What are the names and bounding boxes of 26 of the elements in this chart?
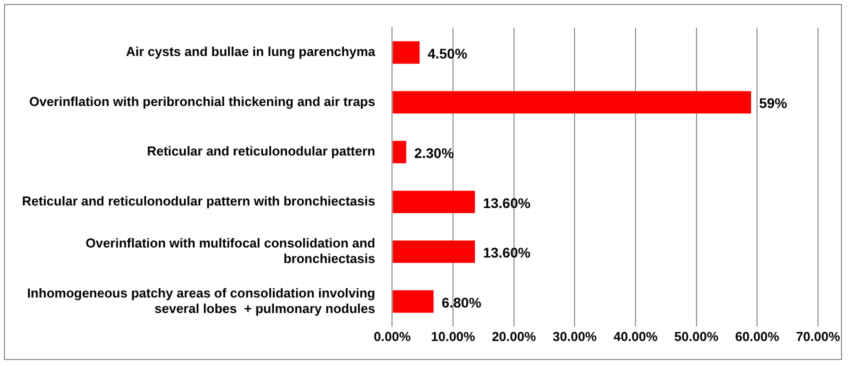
bar	[392, 240, 475, 263]
x-tick-label: 20.00%	[492, 328, 536, 344]
bar	[392, 140, 406, 164]
y-tick-label: Air cysts and bullae in lung parenchyma	[126, 44, 376, 60]
data-label: 4.50%	[428, 45, 468, 62]
data-label: 2.30%	[414, 144, 454, 161]
data-label: 13.60%	[482, 244, 531, 261]
data-label: 6.80%	[442, 294, 482, 310]
y-tick-label: Overinflation with multifocal consolidation and bronchiectasis	[86, 235, 376, 266]
bar	[392, 41, 420, 64]
y-tick-label: Inhomogeneous patchy areas of consolidation involving several lobes + pulmonary nodules	[27, 285, 376, 316]
data-label: 59%	[759, 95, 788, 112]
x-tick-label: 40.00%	[613, 328, 658, 344]
x-tick-label: 10.00%	[431, 328, 476, 344]
y-tick-label: Overinflation with peribronchial thickening and air traps	[29, 94, 376, 109]
x-tick-label: 60.00%	[735, 328, 780, 344]
x-tick-label: 50.00%	[674, 328, 719, 344]
bar	[392, 91, 752, 114]
x-tick-label: 30.00%	[552, 328, 598, 344]
bar	[392, 290, 434, 313]
bar	[392, 190, 475, 214]
y-tick-label: Reticular and reticulonodular pattern	[146, 144, 376, 159]
data-label: 13.60%	[482, 194, 531, 211]
y-tick-label: Reticular and reticulonodular pattern with bronchiectasis	[22, 193, 376, 208]
x-tick-label: 70.00%	[796, 328, 840, 344]
x-tick-label: 0.00%	[374, 328, 412, 344]
